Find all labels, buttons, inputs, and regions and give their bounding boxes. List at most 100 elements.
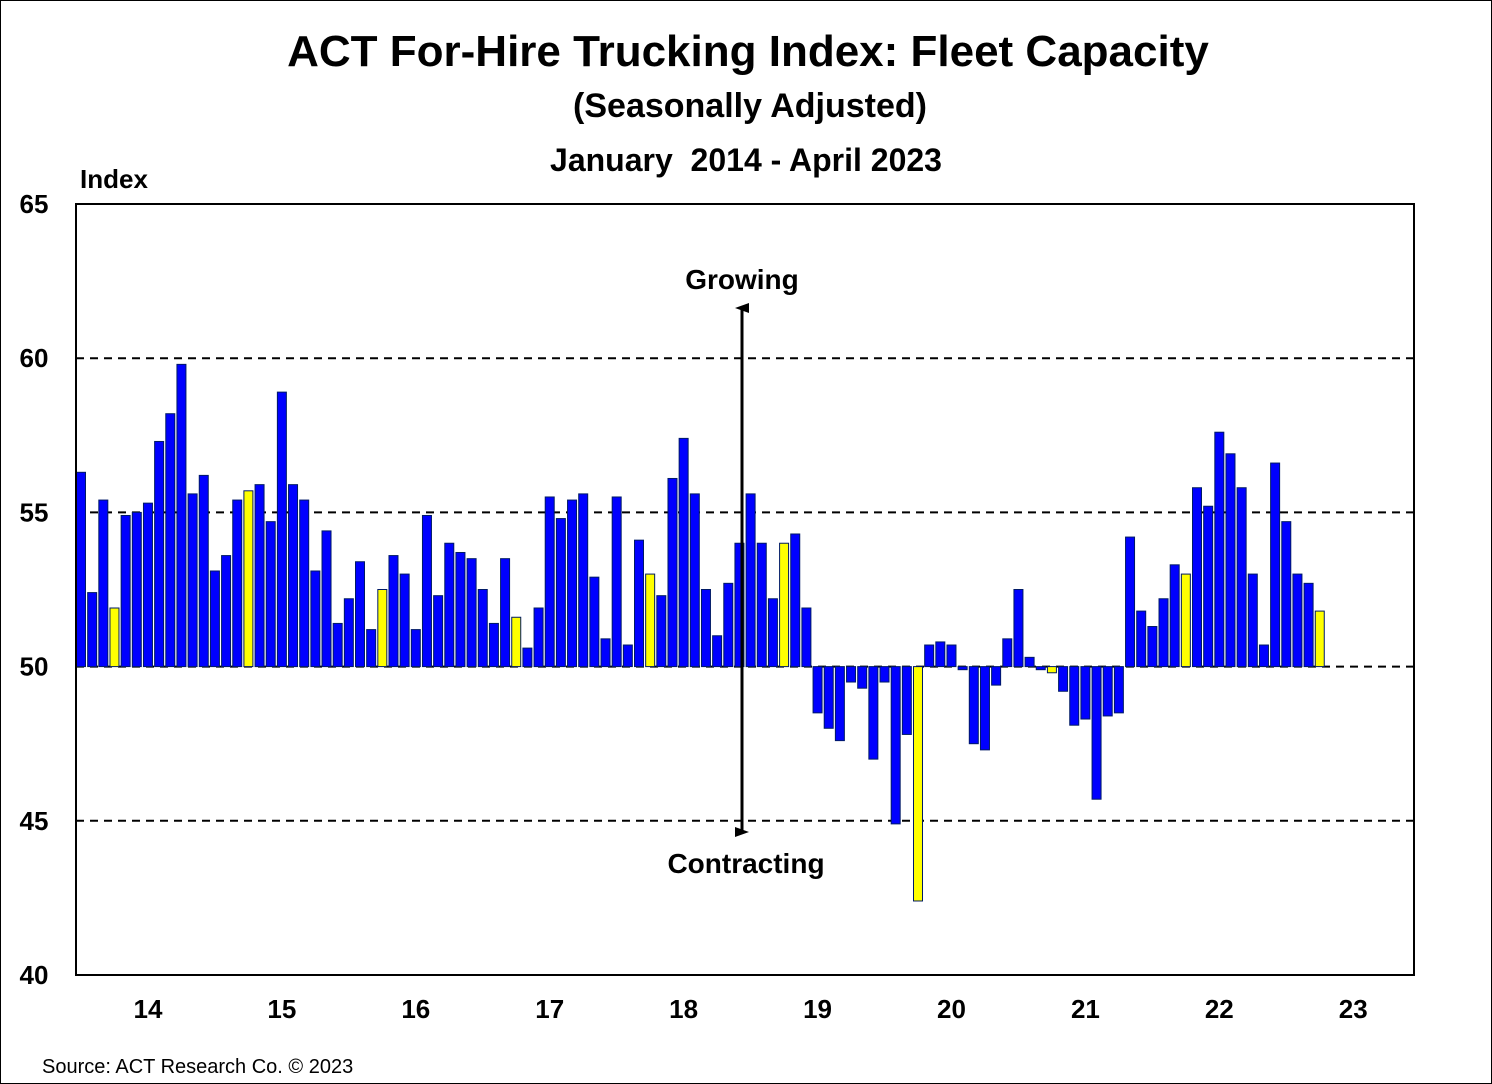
- bar: [712, 635, 723, 668]
- bar: [1002, 638, 1013, 668]
- bar: [254, 484, 265, 668]
- bar: [265, 521, 276, 668]
- bar: [76, 471, 86, 668]
- bar: [399, 573, 410, 668]
- bar: [421, 514, 432, 668]
- bar: [823, 666, 834, 729]
- bar: [1292, 573, 1303, 668]
- bar: [1125, 536, 1136, 668]
- bar: [756, 542, 767, 668]
- bar-highlight: [645, 573, 656, 668]
- bar: [332, 622, 343, 668]
- bar: [1091, 666, 1102, 800]
- bar: [232, 499, 243, 668]
- bar: [343, 598, 354, 668]
- bar: [924, 644, 935, 668]
- bar: [678, 437, 689, 668]
- bar: [288, 484, 299, 668]
- x-tick-label: 18: [669, 994, 698, 1024]
- bar-highlight: [779, 542, 790, 668]
- bar: [98, 499, 109, 668]
- bar: [1147, 626, 1158, 668]
- x-tick-label: 20: [937, 994, 966, 1024]
- bar: [321, 530, 332, 668]
- annotation-contracting: Contracting: [667, 848, 824, 879]
- bar: [622, 644, 633, 668]
- annotation-growing: Growing: [685, 264, 799, 295]
- x-tick-label: 19: [803, 994, 832, 1024]
- bar: [879, 666, 890, 683]
- bar-highlight: [243, 490, 254, 668]
- bar: [745, 493, 756, 668]
- bar: [1058, 666, 1069, 692]
- bar: [1236, 487, 1247, 668]
- bar: [1069, 666, 1080, 726]
- bar: [991, 666, 1002, 686]
- x-tick-label: 21: [1071, 994, 1100, 1024]
- y-axis-label: Index: [80, 164, 148, 194]
- bar: [578, 493, 589, 668]
- bar: [221, 555, 232, 668]
- bar-highlight: [1180, 573, 1191, 668]
- bar: [120, 514, 131, 668]
- bar: [455, 551, 466, 668]
- bar-highlight: [1314, 610, 1325, 668]
- chart-subtitle: (Seasonally Adjusted): [573, 87, 927, 125]
- bar: [846, 666, 857, 683]
- bar-highlight: [1046, 666, 1057, 674]
- bar: [968, 666, 979, 745]
- bar: [355, 561, 365, 668]
- bar: [935, 641, 946, 668]
- y-tick-label: 65: [20, 189, 49, 219]
- bar: [533, 607, 544, 668]
- bar: [656, 595, 667, 668]
- bar: [1281, 521, 1292, 668]
- bar-highlight: [511, 616, 522, 668]
- bar: [812, 666, 823, 714]
- bar: [634, 539, 644, 668]
- bar: [198, 474, 209, 668]
- bar: [1169, 564, 1180, 668]
- bar-highlight: [913, 666, 923, 902]
- bar: [979, 666, 990, 751]
- bar: [1013, 589, 1024, 668]
- bar: [1024, 656, 1035, 668]
- bar: [209, 570, 220, 668]
- x-tick-label: 23: [1339, 994, 1368, 1024]
- x-tick-label: 16: [401, 994, 430, 1024]
- bar: [667, 477, 678, 668]
- bar: [310, 570, 321, 668]
- bar: [1270, 462, 1281, 668]
- bar: [544, 496, 555, 668]
- bar: [433, 595, 444, 668]
- bar-highlight: [109, 607, 120, 668]
- bar: [1102, 666, 1113, 717]
- bar-highlight: [377, 589, 388, 668]
- bar: [522, 647, 533, 668]
- bar: [1136, 610, 1147, 668]
- y-tick-label: 45: [20, 806, 49, 836]
- bar: [466, 558, 477, 668]
- bar: [1303, 582, 1314, 668]
- x-tick-label: 17: [535, 994, 564, 1024]
- x-tick-label: 14: [133, 994, 162, 1024]
- bar: [901, 666, 912, 735]
- bar: [890, 666, 901, 825]
- y-tick-label: 60: [20, 343, 49, 373]
- y-tick-label: 40: [20, 960, 49, 990]
- bar: [154, 440, 165, 668]
- x-tick-label: 22: [1205, 994, 1234, 1024]
- y-tick-label: 50: [20, 652, 49, 682]
- bar: [477, 589, 488, 668]
- bar: [410, 629, 421, 668]
- bar: [276, 391, 287, 668]
- bar: [1192, 487, 1202, 668]
- bar: [567, 499, 578, 668]
- plot-area: [75, 203, 1415, 976]
- bar: [131, 511, 142, 668]
- bar: [801, 607, 812, 668]
- bar: [767, 598, 778, 668]
- bar: [165, 413, 176, 668]
- bar: [700, 589, 711, 668]
